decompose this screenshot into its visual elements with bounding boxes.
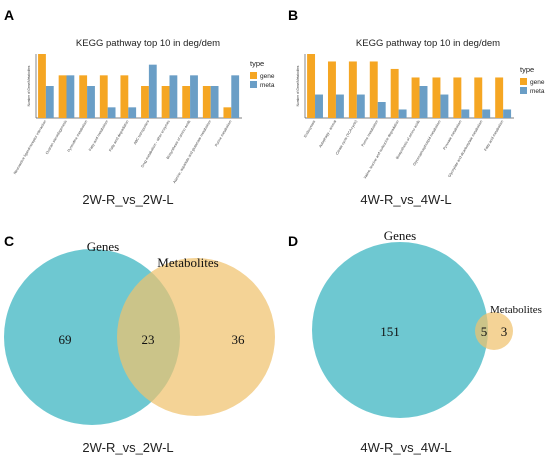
venn-c-count-genes-only: 69 (59, 332, 72, 347)
chart-a-bar-gene-9 (202, 86, 211, 118)
chart-a-bar-meta-8 (190, 75, 198, 118)
chart-b-bar-gene-9 (474, 77, 483, 118)
venn-d-count-shared: 5 (481, 324, 488, 339)
chart-a-bar-meta-6 (148, 64, 157, 118)
chart-b-category-label-3: Citrate cycle (TCA cycle) (335, 120, 358, 156)
chart-a-title: KEGG pathway top 10 in deg/dem (76, 38, 220, 49)
chart-a-bar-gene-1 (38, 54, 46, 118)
chart-a-category-label-9: Alanine, aspartate and glutamate metabol… (172, 120, 212, 184)
chart-b-bar-meta-9 (482, 109, 491, 118)
venn-d-count-metabolites-only: 3 (501, 324, 508, 339)
chart-b-bar-meta-3 (356, 94, 365, 118)
chart-b-category-label-4: Purine metabolism (361, 119, 379, 147)
chart-a-legend-swatch-gene (250, 72, 257, 79)
chart-b-legend-label-gene: gene (530, 79, 545, 86)
chart-b-legend-swatch-gene (520, 78, 527, 85)
chart-a-category-label-4: Fatty acid metabolism (88, 119, 109, 151)
chart-a-bar-meta-10 (231, 75, 240, 118)
chart-b-bar-meta-7 (440, 94, 449, 118)
chart-a-legend-label-gene: gene (260, 73, 275, 80)
chart-a-legend-title: type (250, 59, 264, 68)
chart-a-bar-meta-9 (210, 86, 219, 118)
chart-a-category-label-1: Neuroactive ligand-receptor interaction (13, 120, 47, 175)
chart-b-bar-gene-2 (327, 61, 336, 118)
chart-b-bar-gene-7 (432, 77, 441, 118)
chart-a-y-label: Number of Gene/Metabolites (27, 65, 31, 106)
venn-d-count-genes-only: 151 (380, 324, 400, 339)
panel-letter-b: B (288, 7, 298, 23)
chart-a: KEGG pathway top 10 in deg/dem Number of… (13, 38, 275, 184)
venn-c-count-shared: 23 (142, 332, 155, 347)
chart-a-legend-label-meta: meta (260, 82, 275, 89)
panel-letter-a: A (4, 7, 14, 23)
chart-a-caption: 2W-R_vs_2W-L (82, 192, 173, 207)
chart-a-bar-gene-10 (223, 107, 232, 118)
chart-b-bar-gene-4 (369, 61, 378, 118)
chart-b-bar-gene-8 (453, 77, 462, 118)
chart-b: KEGG pathway top 10 in deg/dem Number of… (296, 38, 545, 180)
panel-letter-d: D (288, 233, 298, 249)
chart-b-bar-gene-5 (390, 68, 399, 118)
chart-b-bar-gene-6 (411, 77, 420, 118)
chart-b-bar-meta-10 (503, 109, 512, 118)
chart-a-bar-meta-4 (107, 107, 116, 118)
chart-b-legend-title: type (520, 65, 534, 74)
chart-b-category-label-2: Autophagy - animal (318, 119, 337, 148)
chart-a-bar-meta-2 (66, 75, 75, 118)
chart-a-category-label-3: Pyrimidine metabolism (67, 120, 89, 153)
chart-a-category-label-6: ABC transporters (133, 119, 150, 145)
chart-b-category-label-1: Endocytosis (303, 119, 316, 138)
chart-b-bar-gene-3 (348, 61, 357, 118)
chart-b-caption: 4W-R_vs_4W-L (360, 192, 451, 207)
chart-b-bar-meta-4 (377, 102, 386, 118)
chart-b-legend-swatch-meta (520, 87, 527, 94)
chart-a-category-label-2: Ovarian steroidogenesis (45, 119, 68, 155)
chart-a-bar-gene-2 (58, 75, 67, 118)
chart-a-bar-gene-5 (120, 75, 129, 118)
chart-a-bar-gene-8 (182, 86, 191, 118)
chart-a-bar-meta-7 (169, 75, 178, 118)
chart-a-category-label-10: Purine metabolism (214, 119, 232, 147)
chart-a-bar-gene-3 (79, 75, 88, 118)
chart-b-bar-gene-10 (495, 77, 504, 118)
venn-d-label-genes: Genes (384, 228, 417, 243)
venn-d-caption: 4W-R_vs_4W-L (360, 440, 451, 455)
chart-a-legend-swatch-meta (250, 81, 257, 88)
venn-d-circle-metabolites (475, 312, 513, 350)
chart-b-bar-meta-6 (419, 86, 428, 118)
chart-b-bar-meta-2 (335, 94, 344, 118)
chart-b-y-label: Number of Gene/Metabolites (296, 65, 300, 106)
panel-letter-c: C (4, 233, 14, 249)
chart-b-bar-meta-1 (315, 94, 323, 118)
venn-d-label-metabolites: Metabolites (490, 304, 542, 316)
chart-b-bar-gene-1 (307, 54, 316, 118)
chart-a-category-label-5: Fatty acid degradation (108, 120, 129, 153)
chart-a-bar-gene-4 (99, 75, 108, 118)
chart-a-bar-meta-5 (128, 107, 137, 118)
chart-a-bar-gene-6 (141, 86, 149, 118)
chart-b-bar-meta-5 (398, 109, 407, 118)
chart-b-category-label-10: Fatty acid metabolism (483, 119, 504, 151)
venn-c-count-metabolites-only: 36 (232, 332, 246, 347)
chart-a-bar-meta-3 (87, 86, 95, 118)
chart-b-bar-meta-8 (461, 109, 470, 118)
venn-c-circle-metabolites (117, 258, 275, 416)
venn-c-label-metabolites: Metabolites (157, 255, 218, 270)
chart-b-category-label-9: Glyoxylate and dicarboxylate metabolism (447, 120, 483, 179)
chart-b-title: KEGG pathway top 10 in deg/dem (356, 38, 500, 49)
chart-a-bar-meta-1 (45, 86, 54, 118)
chart-a-bar-gene-7 (161, 86, 170, 118)
chart-b-category-label-5: Valine, leucine and isoleucine degradati… (363, 120, 400, 180)
chart-b-category-label-6: Biosynthesis of amino acids (395, 119, 421, 160)
chart-b-legend-label-meta: meta (530, 88, 545, 95)
chart-b-category-label-8: Pyruvate metabolism (442, 120, 462, 151)
venn-d-circle-genes (312, 242, 488, 418)
venn-c-label-genes: Genes (87, 239, 120, 254)
venn-c-caption: 2W-R_vs_2W-L (82, 440, 173, 455)
